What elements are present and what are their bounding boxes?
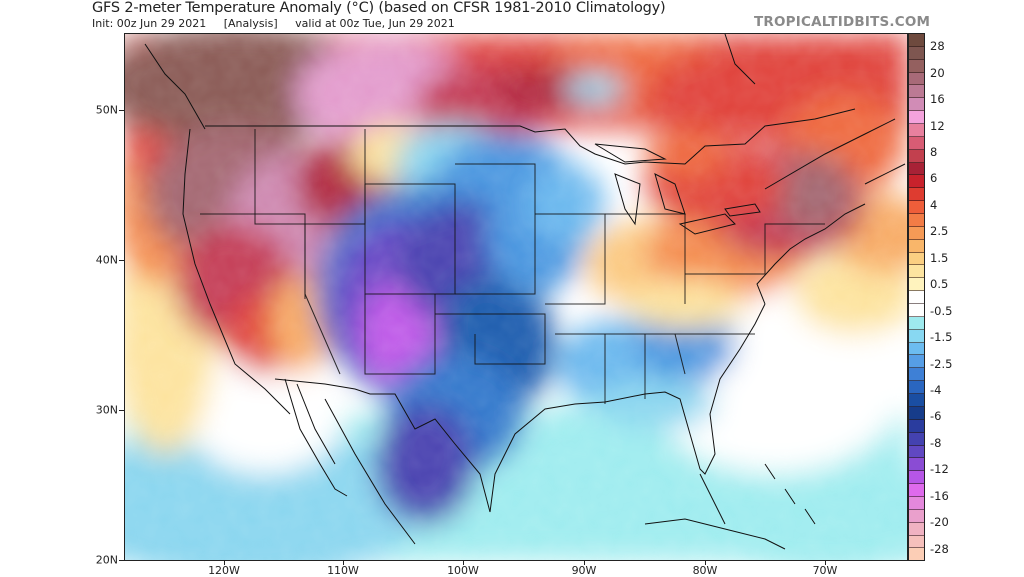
colorbar-label: 28	[930, 39, 945, 53]
lat-tick	[119, 560, 124, 561]
colorbar-segment	[909, 381, 924, 395]
lon-tick	[825, 561, 826, 565]
colorbar-segment	[909, 432, 924, 446]
lon-tick	[705, 561, 706, 565]
colorbar-segment	[909, 188, 924, 202]
colorbar-segment	[909, 111, 924, 125]
colorbar-segment	[909, 162, 924, 176]
lon-label-120w: 120W	[208, 564, 240, 577]
lon-label-80w: 80W	[692, 564, 718, 577]
colorbar-segment	[909, 509, 924, 523]
colorbar-segment	[909, 522, 924, 536]
colorbar-segment	[909, 34, 924, 47]
colorbar-segment	[909, 278, 924, 292]
chart-subtitle: Init: 00z Jun 29 2021 [Analysis] valid a…	[92, 17, 469, 30]
lon-tick	[463, 561, 464, 565]
colorbar-segment	[909, 136, 924, 150]
lat-label-20n: 20N	[95, 553, 118, 567]
colorbar-segment	[909, 226, 924, 240]
lat-tick	[119, 110, 124, 111]
colorbar-label: 2.5	[930, 224, 949, 238]
lat-tick	[119, 410, 124, 411]
run-type: [Analysis]	[223, 17, 278, 30]
colorbar-segment	[909, 214, 924, 227]
colorbar-segment	[909, 342, 924, 356]
colorbar-segment	[909, 406, 924, 420]
map-canvas	[125, 34, 907, 560]
colorbar-label: 20	[930, 66, 945, 80]
colorbar-segment	[909, 98, 924, 112]
lat-label-40n: 40N	[95, 253, 118, 267]
colorbar-segment	[909, 149, 924, 163]
colorbar-segment	[909, 316, 924, 330]
colorbar-segment	[909, 484, 924, 497]
lon-label-90w: 90W	[571, 564, 597, 577]
colorbar-segment	[909, 252, 924, 266]
lat-label-50n: 50N	[95, 103, 118, 117]
colorbar-segment	[909, 265, 924, 279]
colorbar-segment	[909, 72, 924, 86]
lon-label-100w: 100W	[447, 564, 479, 577]
colorbar-segment	[909, 394, 924, 407]
colorbar-segment	[909, 304, 924, 317]
valid-time: valid at 00z Tue, Jun 29 2021	[295, 17, 455, 30]
colorbar-segment	[909, 46, 924, 60]
colorbar-label: -4	[930, 383, 942, 397]
colorbar-label: 12	[930, 119, 945, 133]
colorbar-label: -28	[930, 542, 949, 556]
colorbar-segment	[909, 291, 924, 305]
colorbar-segment	[909, 471, 924, 485]
colorbar-segment	[909, 201, 924, 215]
colorbar-segment	[909, 458, 924, 472]
colorbar-label: 6	[930, 171, 938, 185]
lon-tick	[584, 561, 585, 565]
colorbar-segment	[909, 419, 924, 433]
colorbar-segment	[909, 496, 924, 510]
lon-tick	[224, 561, 225, 565]
colorbar-label: 8	[930, 145, 938, 159]
brand-watermark: TROPICALTIDBITS.COM	[754, 14, 931, 30]
colorbar-label: -6	[930, 409, 942, 423]
colorbar-segment	[909, 355, 924, 369]
colorbar	[908, 33, 925, 561]
lon-label-110w: 110W	[327, 564, 359, 577]
colorbar-label: -16	[930, 489, 949, 503]
colorbar-segment	[909, 239, 924, 253]
colorbar-label: -8	[930, 436, 942, 450]
colorbar-segment	[909, 85, 924, 99]
colorbar-segment	[909, 548, 924, 561]
colorbar-label: -0.5	[930, 304, 953, 318]
colorbar-segment	[909, 445, 924, 459]
colorbar-segment	[909, 329, 924, 343]
anomaly-map	[124, 33, 908, 561]
colorbar-label: -12	[930, 462, 949, 476]
colorbar-label: -2.5	[930, 357, 953, 371]
lat-label-30n: 30N	[95, 403, 118, 417]
colorbar-label: 0.5	[930, 277, 949, 291]
colorbar-segment	[909, 59, 924, 73]
chart-title: GFS 2-meter Temperature Anomaly (°C) (ba…	[92, 0, 666, 16]
colorbar-segment	[909, 535, 924, 549]
lat-tick	[119, 260, 124, 261]
colorbar-label: -1.5	[930, 330, 953, 344]
colorbar-label: 16	[930, 92, 945, 106]
lon-label-70w: 70W	[812, 564, 838, 577]
lon-tick	[343, 561, 344, 565]
colorbar-label: -20	[930, 515, 949, 529]
colorbar-segment	[909, 368, 924, 382]
colorbar-label: 1.5	[930, 251, 949, 265]
colorbar-segment	[909, 124, 924, 137]
init-time: Init: 00z Jun 29 2021	[92, 17, 207, 30]
colorbar-label: 4	[930, 198, 938, 212]
colorbar-segment	[909, 175, 924, 189]
